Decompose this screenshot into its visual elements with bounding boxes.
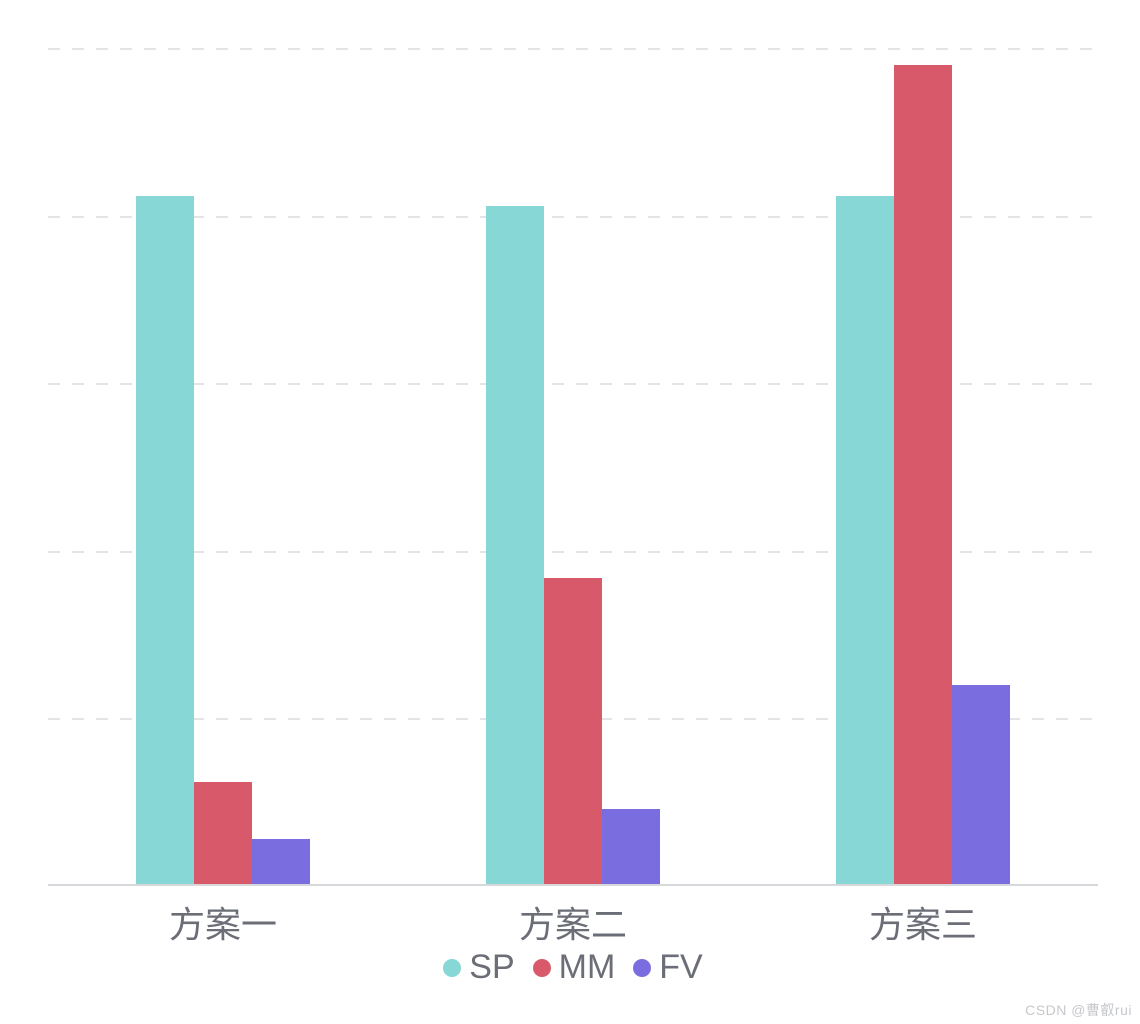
legend-label: MM: [559, 948, 616, 987]
bar-groups: [48, 48, 1098, 886]
x-axis: 方案一方案二方案三: [48, 896, 1098, 948]
legend-item-fv[interactable]: FV: [633, 948, 702, 987]
x-tick-label: 方案三: [748, 896, 1098, 948]
watermark-text: CSDN @曹叡rui: [1025, 1000, 1132, 1020]
bar-mm: [544, 578, 602, 886]
bar-sp: [836, 196, 894, 887]
legend-swatch-icon: [443, 959, 461, 977]
legend: SP MM FV: [48, 948, 1098, 987]
legend-item-mm[interactable]: MM: [533, 948, 616, 987]
bar-sp: [486, 206, 544, 886]
x-baseline: [48, 884, 1098, 886]
bar-group: [48, 48, 398, 886]
legend-swatch-icon: [533, 959, 551, 977]
bar-mm: [894, 65, 952, 886]
plot-area: [48, 48, 1098, 886]
bar-fv: [252, 839, 310, 886]
bar-group: [748, 48, 1098, 886]
bar-mm: [194, 782, 252, 886]
legend-label: FV: [659, 948, 702, 987]
bar-fv: [952, 685, 1010, 886]
chart-container: 方案一方案二方案三 SP MM FV CSDN @曹叡rui: [0, 0, 1140, 1024]
legend-swatch-icon: [633, 959, 651, 977]
bar-sp: [136, 196, 194, 887]
bar-fv: [602, 809, 660, 886]
bar-group: [398, 48, 748, 886]
x-tick-label: 方案二: [398, 896, 748, 948]
x-tick-label: 方案一: [48, 896, 398, 948]
legend-item-sp[interactable]: SP: [443, 948, 514, 987]
legend-label: SP: [469, 948, 514, 987]
